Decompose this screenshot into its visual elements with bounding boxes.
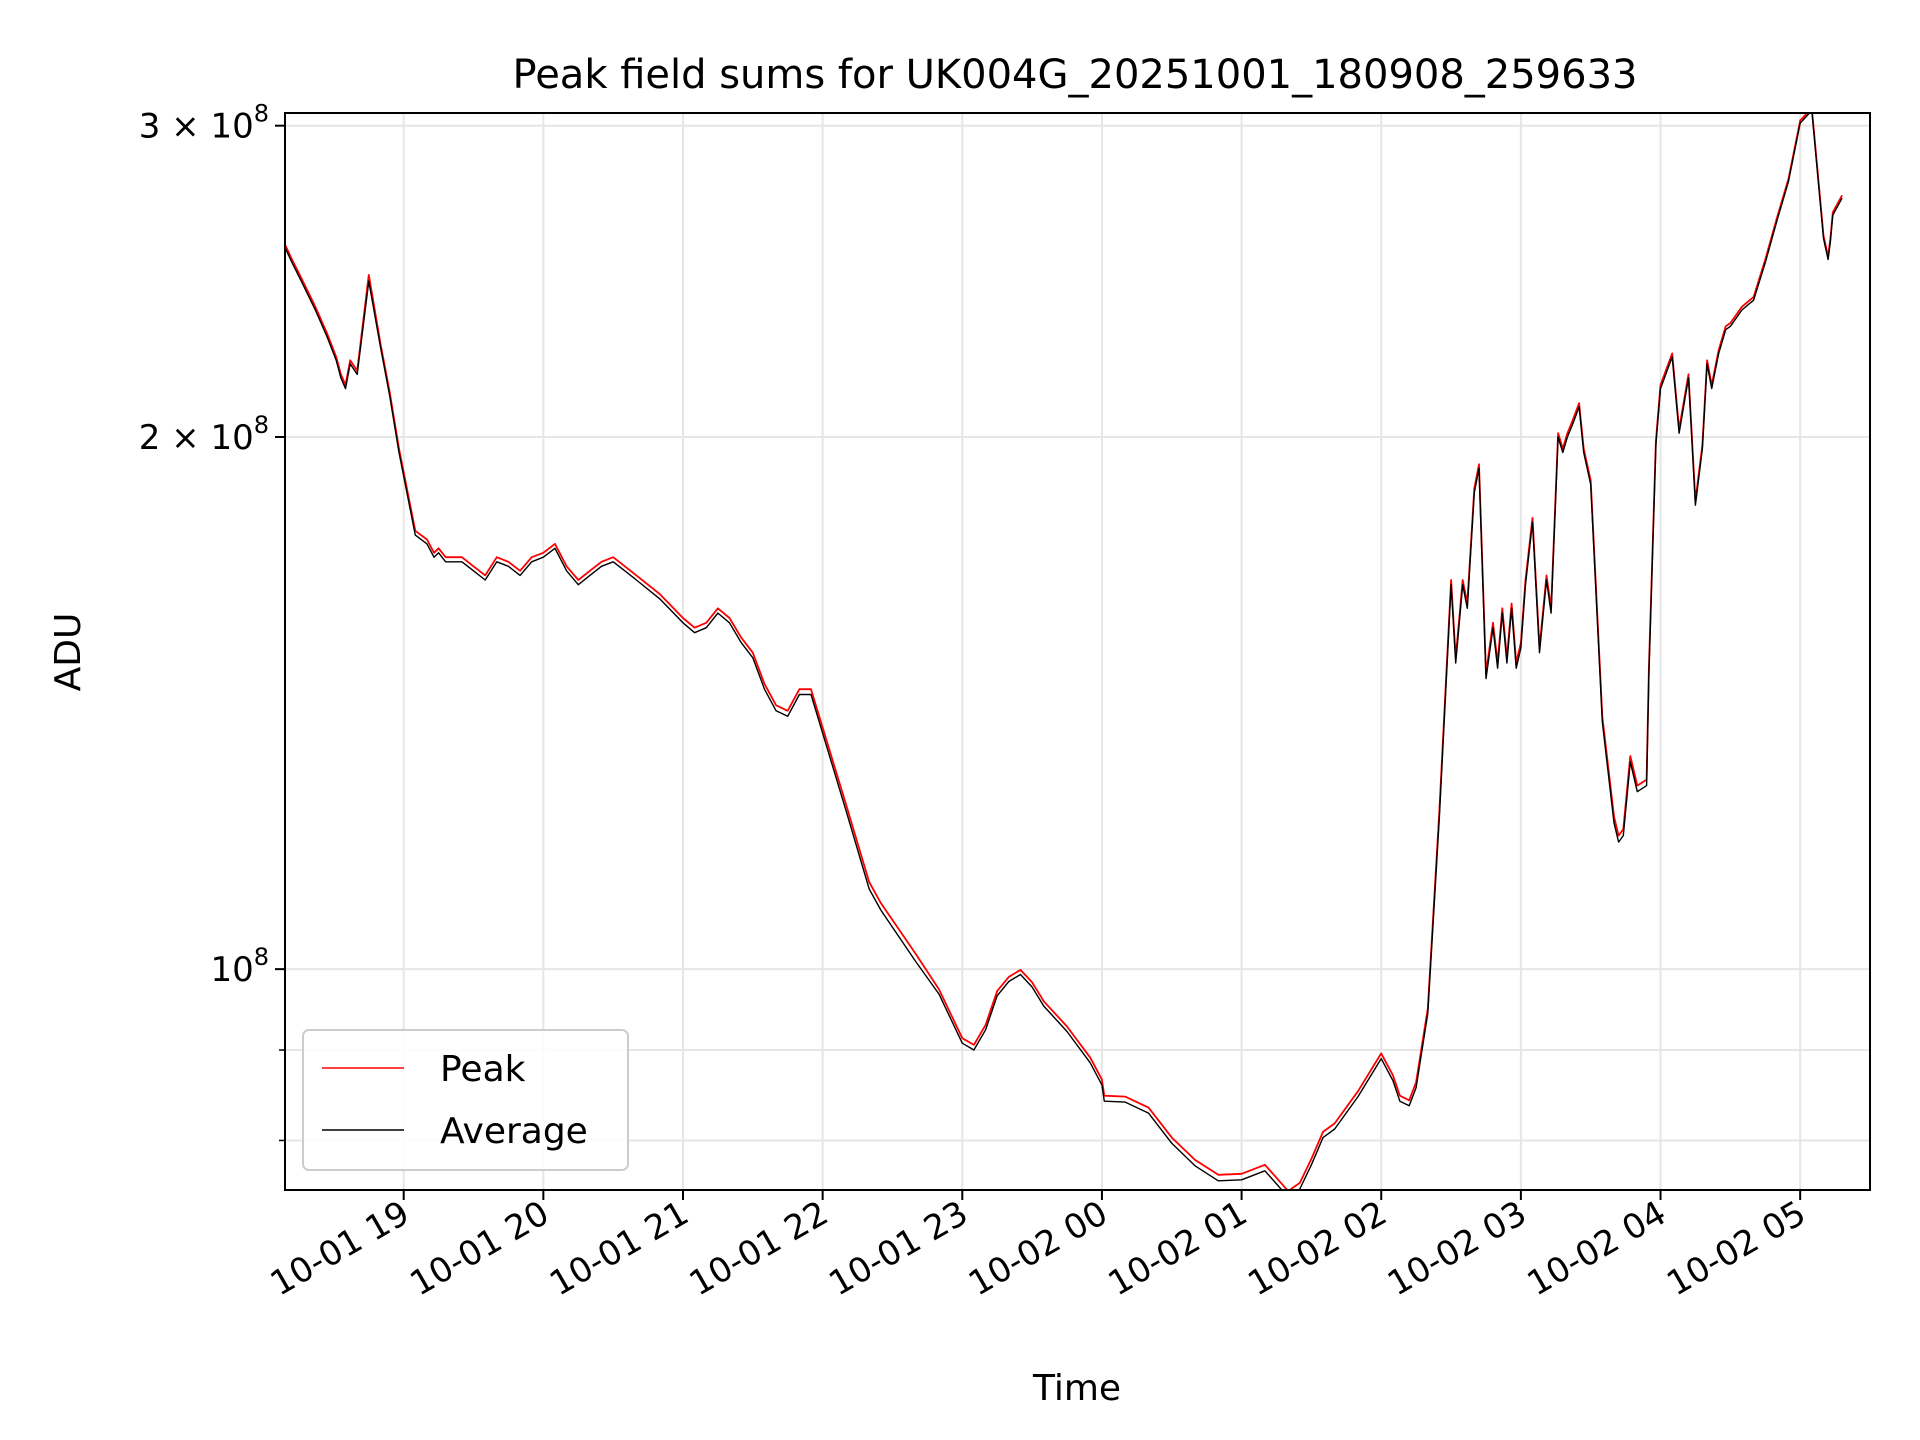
y-tick-label: 3 × 108 [139,100,269,147]
series-line-average [285,113,1843,1190]
legend-box [302,1029,629,1171]
x-axis-label: Time [1032,1368,1121,1409]
legend: Peak Average [302,1029,629,1171]
legend-label-peak: Peak [440,1049,526,1090]
plot-frame [284,112,1871,1191]
y-axis-label: ADU [48,613,89,692]
series-layer [285,113,1843,1190]
chart-title: Peak field sums for UK004G_20251001_1809… [513,52,1638,98]
y-tick-label: 2 × 108 [139,411,269,458]
legend-label-average: Average [440,1111,588,1152]
y-tick-label: 108 [210,943,269,990]
